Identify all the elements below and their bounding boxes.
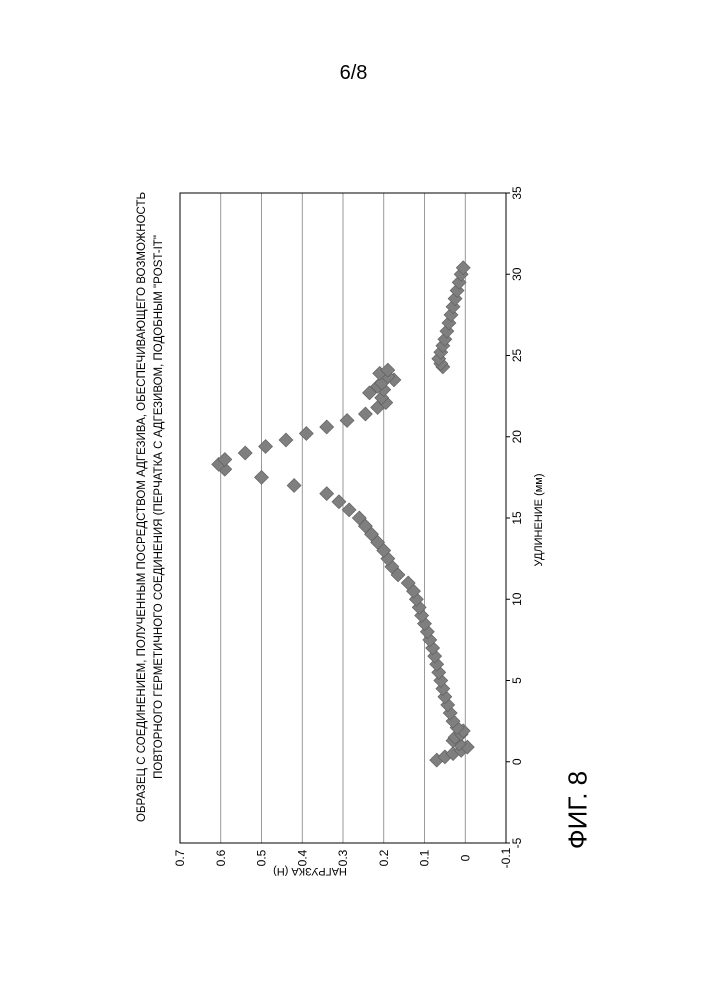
x-tick-label: 10 [510, 592, 524, 606]
x-tick-label: 25 [510, 349, 524, 363]
x-tick-label: 30 [510, 267, 524, 281]
x-tick-label: 20 [510, 430, 524, 444]
data-point [238, 446, 252, 460]
x-axis-label: УДЛИНЕНИЕ (мм) [533, 473, 545, 566]
y-tick-label: 0.5 [255, 849, 269, 866]
chart-title: ОБРАЗЕЦ С СОЕДИНЕНИЕМ, ПОЛУЧЕННЫМ ПОСРЕД… [136, 192, 148, 822]
data-point [287, 479, 301, 493]
y-tick-label: 0.6 [214, 849, 228, 866]
data-point [332, 495, 346, 509]
data-point [342, 503, 356, 517]
data-point [320, 420, 334, 434]
data-point [358, 407, 372, 421]
y-tick-label: 0 [458, 854, 472, 861]
y-tick-label: 0.1 [418, 849, 432, 866]
data-point [320, 487, 334, 501]
tick-labels: -0.1 0 0.1 0.2 0.3 0.4 0.5 0.6 0.7 -5 0 5 10 15 20 25 30… [173, 186, 524, 868]
y-tick-label: 0.4 [295, 849, 309, 866]
x-tick-label: 15 [510, 511, 524, 525]
y-tick-label: 0.2 [377, 849, 391, 866]
y-tick-label: -0.1 [499, 847, 513, 868]
x-tick-label: 0 [510, 758, 524, 765]
x-tick-label: -5 [510, 837, 524, 848]
chart-subtitle: ПОВТОРНОГО ГЕРМЕТИЧНОГО СОЕДИНЕНИЯ (ПЕРЧ… [153, 235, 165, 779]
y-tick-label: 0.3 [336, 849, 350, 866]
data-point [259, 440, 273, 454]
data-point [299, 427, 313, 441]
x-tick-label: 35 [510, 186, 524, 200]
data-point [255, 470, 269, 484]
data-point [279, 433, 293, 447]
figure-caption-text: ФИГ. 8 [563, 771, 594, 849]
y-tick-label: 0.7 [173, 849, 187, 866]
x-tick-label: 5 [510, 677, 524, 684]
data-point [340, 414, 354, 428]
